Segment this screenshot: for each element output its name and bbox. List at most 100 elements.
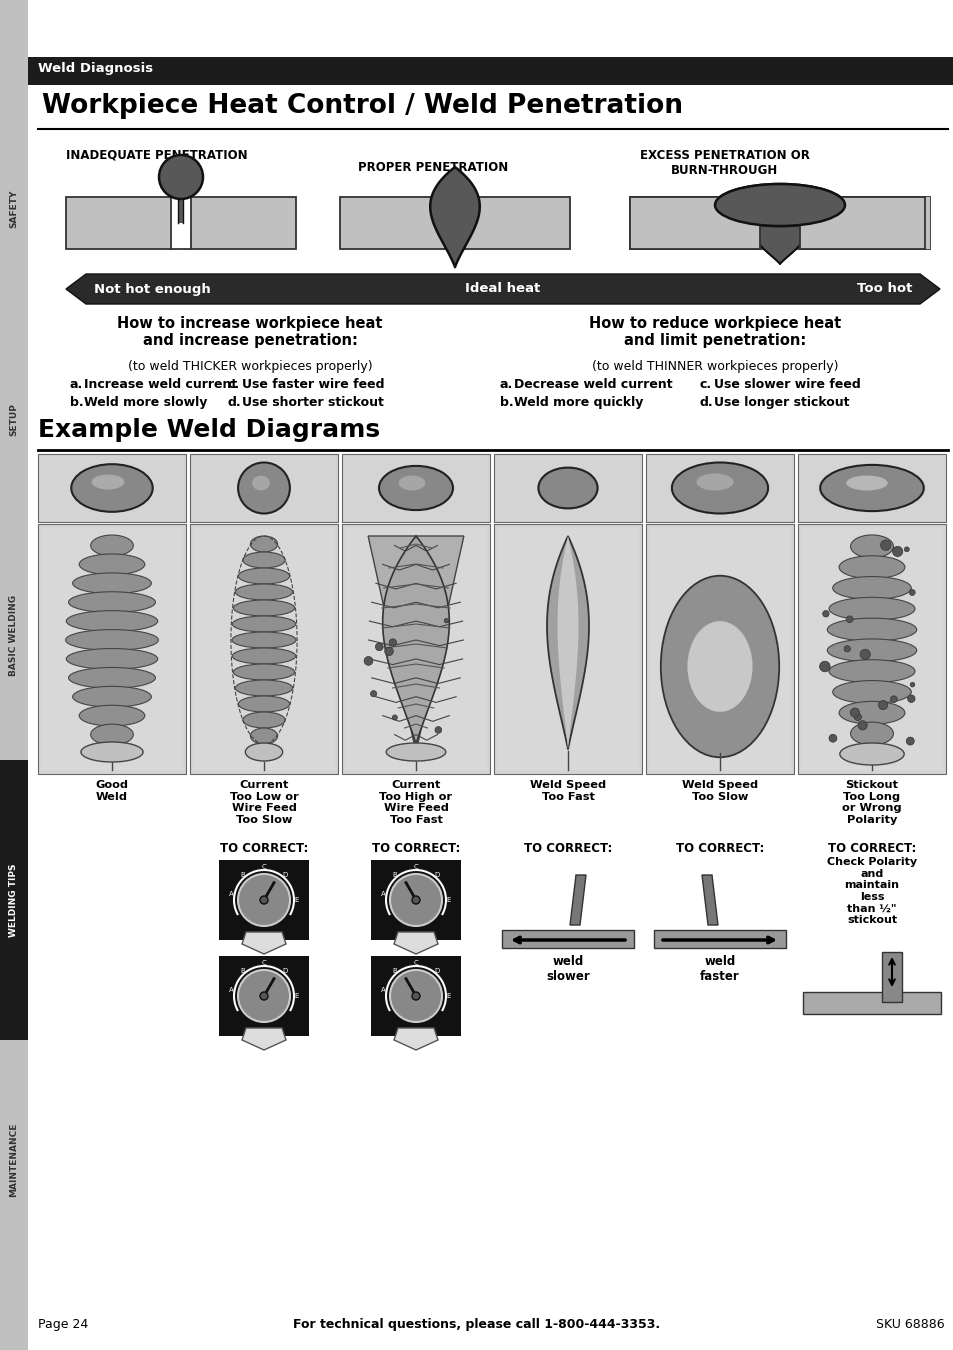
Bar <box>219 956 309 1035</box>
Bar <box>497 528 638 770</box>
Ellipse shape <box>91 535 133 556</box>
Ellipse shape <box>91 724 133 745</box>
Ellipse shape <box>66 629 158 651</box>
Ellipse shape <box>839 743 903 765</box>
Ellipse shape <box>826 618 916 641</box>
Text: How to reduce workpiece heat
and limit penetration:: How to reduce workpiece heat and limit p… <box>588 316 841 348</box>
Bar <box>42 528 182 770</box>
Bar <box>645 524 793 774</box>
Ellipse shape <box>671 463 767 513</box>
Circle shape <box>903 547 908 552</box>
Bar <box>341 454 490 522</box>
Ellipse shape <box>386 743 445 761</box>
Text: Weld Diagnosis: Weld Diagnosis <box>38 62 153 76</box>
Ellipse shape <box>67 610 157 632</box>
Text: C: C <box>261 864 266 869</box>
Text: Use faster wire feed: Use faster wire feed <box>242 378 384 392</box>
Text: D: D <box>435 872 439 878</box>
Bar <box>501 930 634 948</box>
Bar <box>341 524 490 774</box>
Circle shape <box>412 896 419 905</box>
Bar <box>629 197 760 248</box>
Ellipse shape <box>839 702 904 724</box>
Text: (to weld THICKER workpieces properly): (to weld THICKER workpieces properly) <box>128 360 372 373</box>
Bar <box>66 197 171 248</box>
Ellipse shape <box>378 466 453 510</box>
Bar <box>802 992 940 1014</box>
Text: d.: d. <box>228 396 241 409</box>
Circle shape <box>390 873 441 926</box>
Ellipse shape <box>845 475 887 490</box>
Text: SKU 68886: SKU 68886 <box>876 1318 944 1331</box>
Bar <box>346 528 485 770</box>
Circle shape <box>389 639 396 647</box>
Ellipse shape <box>72 572 152 594</box>
Circle shape <box>412 992 419 1000</box>
Ellipse shape <box>828 660 914 683</box>
Ellipse shape <box>69 667 155 688</box>
Circle shape <box>889 695 896 702</box>
Text: D: D <box>282 872 288 878</box>
Bar <box>800 197 929 248</box>
Text: weld
faster: weld faster <box>700 954 740 983</box>
Polygon shape <box>394 1027 437 1050</box>
Ellipse shape <box>71 464 152 512</box>
Circle shape <box>375 643 383 651</box>
Text: c.: c. <box>700 378 711 392</box>
Text: or: or <box>408 942 423 954</box>
Bar <box>494 524 641 774</box>
Ellipse shape <box>79 705 145 726</box>
Ellipse shape <box>235 680 293 697</box>
Text: b.: b. <box>70 396 84 409</box>
Bar <box>800 197 929 248</box>
Text: SETUP: SETUP <box>10 404 18 436</box>
Text: A: A <box>229 891 233 898</box>
Ellipse shape <box>235 585 293 599</box>
Bar <box>371 860 460 940</box>
Ellipse shape <box>243 552 285 568</box>
Ellipse shape <box>250 728 277 744</box>
Text: EXCESS PENETRATION OR
BURN-THROUGH: EXCESS PENETRATION OR BURN-THROUGH <box>639 148 809 177</box>
Circle shape <box>159 155 203 198</box>
Circle shape <box>843 645 849 652</box>
Ellipse shape <box>243 711 285 728</box>
Ellipse shape <box>696 474 733 490</box>
Ellipse shape <box>850 722 893 745</box>
Text: Example Weld Diagrams: Example Weld Diagrams <box>38 418 379 441</box>
Text: TO CORRECT:: TO CORRECT: <box>523 842 612 855</box>
Ellipse shape <box>69 591 155 613</box>
Text: TO CORRECT:: TO CORRECT: <box>372 842 459 855</box>
Polygon shape <box>394 931 437 954</box>
Ellipse shape <box>233 664 294 680</box>
Circle shape <box>260 992 268 1000</box>
Text: Check Polarity
and
maintain
less
than ½"
stickout: Check Polarity and maintain less than ½"… <box>826 857 916 925</box>
Text: TO CORRECT:: TO CORRECT: <box>219 842 308 855</box>
Circle shape <box>237 873 290 926</box>
Circle shape <box>908 590 914 595</box>
Bar <box>797 524 945 774</box>
Text: (to weld THINNER workpieces properly): (to weld THINNER workpieces properly) <box>591 360 838 373</box>
Text: Weld more quickly: Weld more quickly <box>514 396 642 409</box>
Circle shape <box>892 547 902 556</box>
Text: Increase weld current: Increase weld current <box>84 378 237 392</box>
Bar <box>38 454 186 522</box>
Circle shape <box>435 726 441 733</box>
Text: D: D <box>282 968 288 973</box>
Circle shape <box>370 691 376 697</box>
Text: Page 24: Page 24 <box>38 1318 89 1331</box>
Text: SAFETY: SAFETY <box>10 190 18 228</box>
Ellipse shape <box>828 597 914 620</box>
Text: or: or <box>256 942 271 954</box>
Circle shape <box>853 713 861 721</box>
Ellipse shape <box>81 743 143 761</box>
Text: weld
slower: weld slower <box>545 954 589 983</box>
Polygon shape <box>569 875 585 925</box>
Text: Not hot enough: Not hot enough <box>94 282 211 296</box>
Polygon shape <box>242 1027 286 1050</box>
Circle shape <box>906 695 914 702</box>
Text: A: A <box>229 987 233 994</box>
Bar <box>654 930 785 948</box>
Ellipse shape <box>250 536 277 552</box>
Polygon shape <box>557 536 578 749</box>
Ellipse shape <box>232 632 295 648</box>
